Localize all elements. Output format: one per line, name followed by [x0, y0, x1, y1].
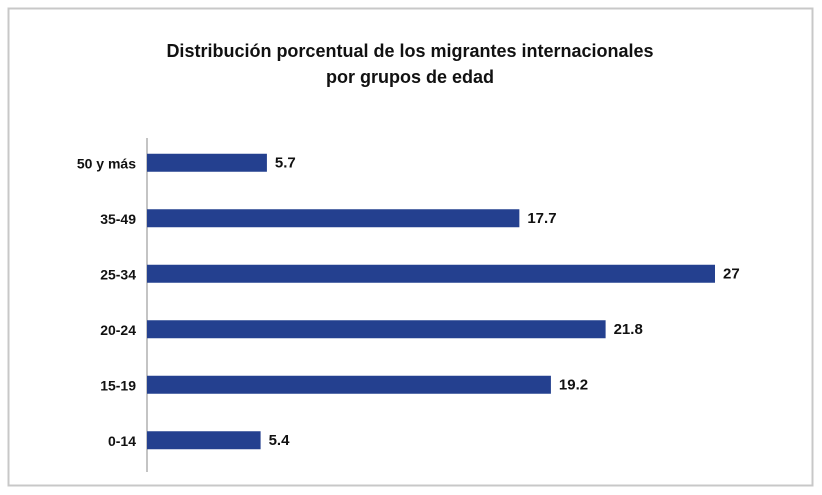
y-tick-label: 35-49 — [100, 211, 136, 227]
chart-frame — [7, 7, 814, 487]
chart-title: Distribución porcentual de los migrantes… — [166, 41, 653, 61]
value-label: 27 — [723, 266, 740, 283]
value-label: 19.2 — [559, 377, 588, 394]
bar — [147, 320, 606, 339]
bar — [147, 153, 267, 172]
bar — [147, 431, 261, 450]
value-label: 5.7 — [275, 155, 296, 172]
bar — [147, 264, 715, 283]
y-tick-label: 50 y más — [77, 155, 136, 171]
bar — [147, 375, 551, 394]
y-tick-label: 15-19 — [100, 377, 136, 393]
bar — [147, 209, 520, 228]
value-label: 21.8 — [614, 321, 643, 338]
y-tick-label: 20-24 — [100, 322, 136, 338]
chart-title: por grupos de edad — [326, 67, 494, 87]
value-label: 5.4 — [269, 432, 291, 449]
y-tick-label: 25-34 — [100, 266, 136, 282]
value-label: 17.7 — [527, 210, 556, 227]
y-tick-label: 0-14 — [108, 433, 136, 449]
